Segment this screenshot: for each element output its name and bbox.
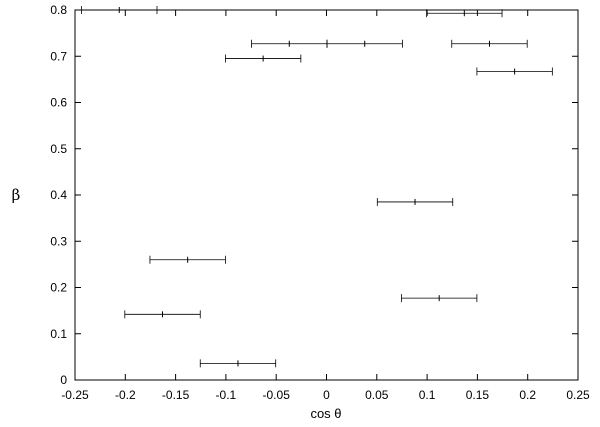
- x-tick-label: -0.25: [61, 388, 89, 402]
- y-tick-label: 0.8: [50, 3, 67, 17]
- x-tick-label: -0.2: [115, 388, 136, 402]
- x-tick-label: 0.2: [519, 388, 536, 402]
- data-series: [81, 6, 553, 368]
- data-point: [476, 67, 553, 76]
- data-point: [124, 310, 201, 319]
- x-tick-label: 0.15: [466, 388, 490, 402]
- x-tick-label: 0: [323, 388, 330, 402]
- y-axis: 0 0.1 0.2 0.3 0.4 0.5 0.6 0.7 0.8: [50, 3, 578, 387]
- y-tick-label: 0: [60, 373, 67, 387]
- data-point: [326, 39, 403, 48]
- y-tick-label: 0.1: [50, 327, 67, 341]
- y-axis-label: β: [12, 186, 21, 204]
- y-tick-label: 0.4: [50, 188, 67, 202]
- x-tick-label: -0.05: [263, 388, 291, 402]
- x-axis-label: cos θ: [310, 406, 341, 421]
- x-axis: -0.25 -0.2 -0.15 -0.1 -0.05 0 0.05 0.1 0.15 0.2 0.…: [61, 10, 590, 402]
- x-tick-label: 0.05: [365, 388, 389, 402]
- data-point: [426, 9, 503, 18]
- y-tick-label: 0.6: [50, 96, 67, 110]
- data-point: [224, 54, 302, 63]
- data-point: [149, 255, 226, 264]
- x-tick-label: 0.1: [419, 388, 436, 402]
- data-point: [251, 39, 328, 48]
- x-tick-label: 0.25: [566, 388, 590, 402]
- y-tick-label: 0.5: [50, 142, 67, 156]
- y-tick-label: 0.3: [50, 234, 67, 248]
- data-point: [199, 359, 277, 368]
- data-point: [401, 294, 478, 303]
- x-tick-label: -0.15: [162, 388, 190, 402]
- plot-frame: [74, 9, 579, 381]
- data-point: [376, 197, 454, 206]
- data-point: [451, 39, 528, 48]
- x-tick-label: -0.1: [216, 388, 237, 402]
- y-tick-label: 0.2: [50, 281, 67, 295]
- y-tick-label: 0.7: [50, 49, 67, 63]
- data-point: [81, 6, 158, 14]
